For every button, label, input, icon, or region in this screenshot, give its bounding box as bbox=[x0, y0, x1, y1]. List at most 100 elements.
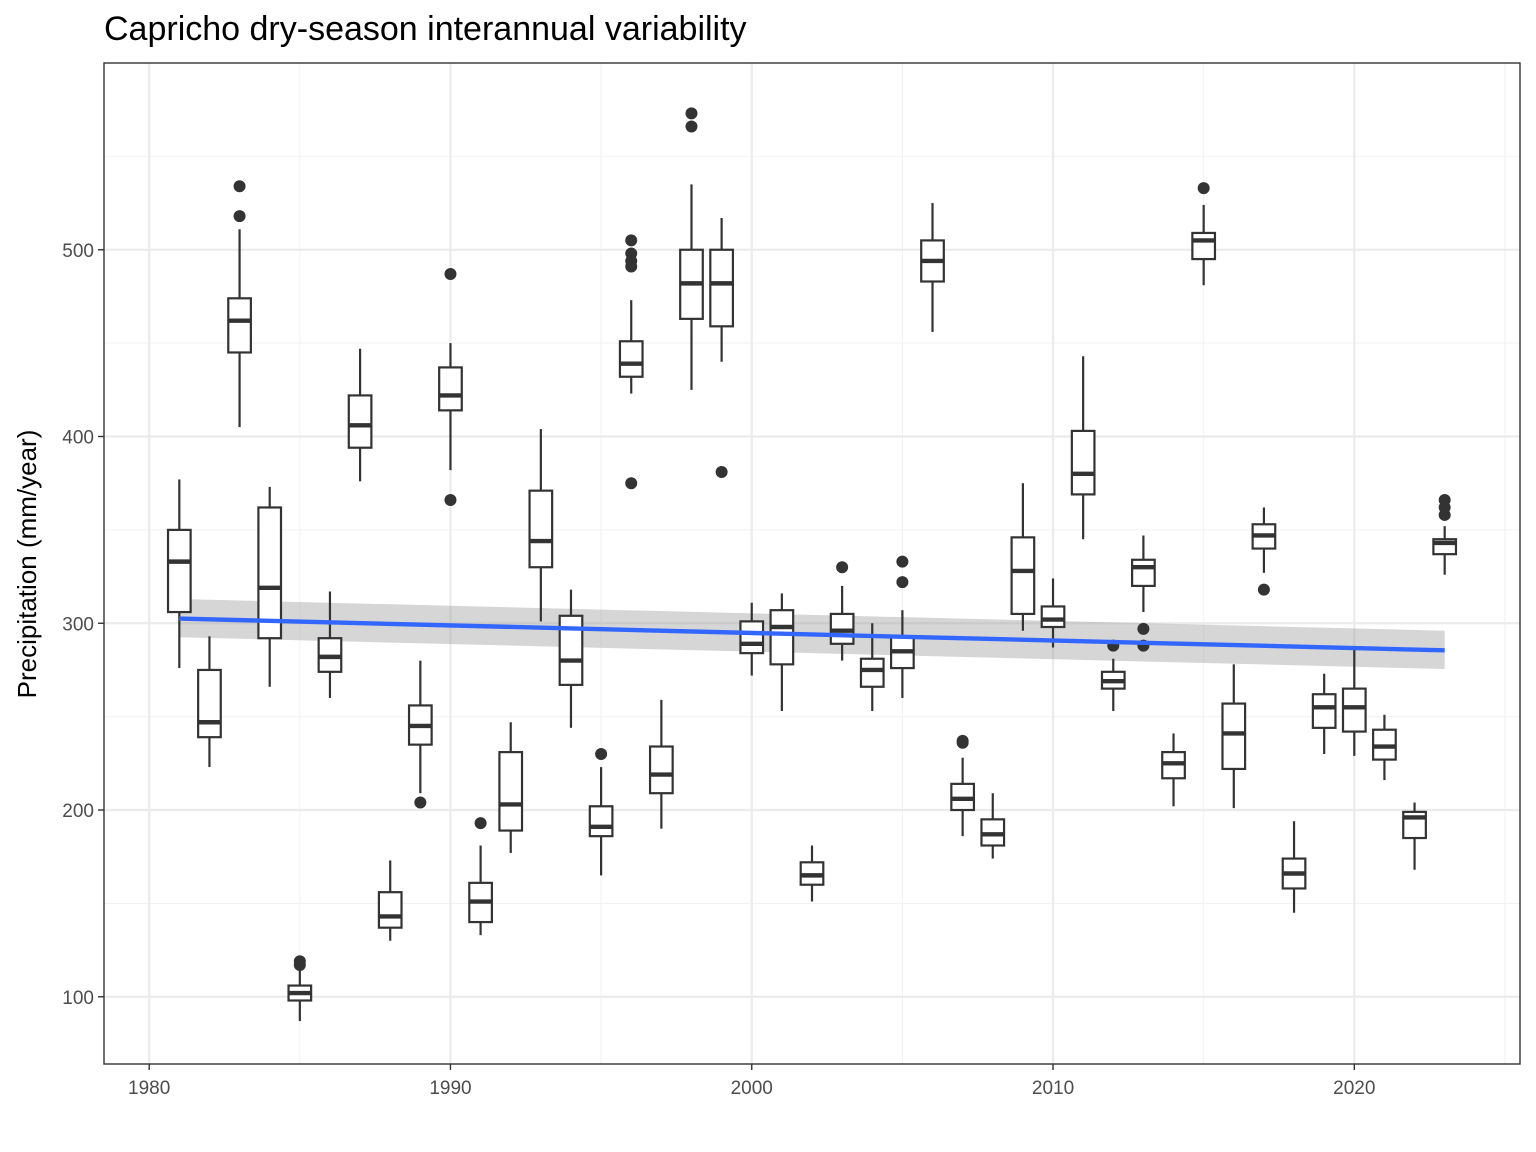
trend-line-group bbox=[179, 616, 1445, 653]
box-2023 bbox=[1432, 494, 1458, 575]
box-2006 bbox=[920, 203, 945, 332]
box-1982 bbox=[197, 636, 222, 768]
x-tick-label: 2000 bbox=[731, 1078, 773, 1099]
outlier-point bbox=[595, 747, 608, 760]
box-1994 bbox=[558, 589, 584, 728]
box-2020 bbox=[1341, 649, 1367, 756]
box-body bbox=[769, 609, 795, 666]
outlier-point bbox=[293, 955, 306, 968]
box-2007 bbox=[950, 734, 976, 837]
box-1999 bbox=[709, 218, 735, 478]
box-1985 bbox=[287, 955, 313, 1022]
box-1989 bbox=[407, 660, 433, 809]
y-axis: 100 200 300 400 500 bbox=[62, 241, 104, 1009]
box-2005 bbox=[889, 555, 915, 698]
box-1990 bbox=[438, 268, 463, 507]
outlier-point bbox=[233, 210, 246, 223]
outlier-point bbox=[233, 180, 246, 193]
y-tick-label: 100 bbox=[62, 988, 94, 1009]
outlier-point bbox=[685, 120, 698, 133]
x-tick-label: 2010 bbox=[1032, 1078, 1074, 1099]
outlier-point bbox=[956, 734, 969, 747]
box-body bbox=[648, 745, 674, 795]
outlier-point bbox=[836, 561, 849, 574]
box-1986 bbox=[317, 591, 343, 698]
box-2000 bbox=[739, 602, 765, 676]
box-body bbox=[1040, 605, 1066, 629]
outlier-point bbox=[625, 234, 638, 247]
x-axis: 1980 1990 2000 2010 2020 bbox=[128, 1064, 1375, 1099]
y-tick-label: 400 bbox=[62, 428, 94, 449]
box-body bbox=[528, 489, 554, 569]
box-body bbox=[377, 891, 403, 929]
box-body bbox=[498, 751, 524, 832]
box-body bbox=[197, 668, 222, 739]
trend-line bbox=[179, 616, 1445, 653]
x-tick-label: 1980 bbox=[128, 1078, 170, 1099]
outlier-point bbox=[444, 494, 457, 507]
box-1996 bbox=[618, 234, 644, 490]
box-1992 bbox=[498, 722, 524, 853]
box-1991 bbox=[468, 817, 493, 936]
chart-title: Capricho dry-season interannual variabil… bbox=[104, 10, 747, 48]
box-1981 bbox=[166, 479, 192, 669]
outlier-point bbox=[625, 260, 638, 273]
box-body bbox=[1311, 693, 1337, 729]
box-2016 bbox=[1221, 664, 1247, 809]
outlier-point bbox=[896, 555, 909, 568]
box-body bbox=[558, 614, 584, 686]
box-body bbox=[859, 657, 885, 688]
box-body bbox=[166, 528, 192, 614]
outlier-point bbox=[1438, 494, 1451, 507]
outlier-point bbox=[1137, 622, 1150, 635]
plot-panel bbox=[103, 62, 1521, 1065]
box-body bbox=[227, 297, 252, 354]
box-series bbox=[166, 107, 1458, 1022]
box-body bbox=[1131, 558, 1156, 588]
y-tick-label: 500 bbox=[62, 241, 94, 262]
outlier-point bbox=[625, 477, 638, 490]
box-2008 bbox=[980, 793, 1006, 859]
y-tick-label: 300 bbox=[62, 614, 94, 635]
box-1987 bbox=[347, 348, 373, 482]
box-1984 bbox=[257, 486, 283, 687]
outlier-point bbox=[1197, 182, 1210, 195]
outlier-point bbox=[444, 268, 457, 281]
box-body bbox=[588, 805, 614, 838]
box-1988 bbox=[377, 860, 403, 941]
box-body bbox=[739, 620, 765, 655]
outlier-point bbox=[685, 107, 698, 120]
panel-border bbox=[103, 62, 1521, 1065]
box-1983 bbox=[227, 180, 252, 428]
box-1993 bbox=[528, 429, 554, 622]
box-body bbox=[709, 248, 735, 328]
x-tick-label: 2020 bbox=[1333, 1078, 1375, 1099]
box-2022 bbox=[1402, 802, 1427, 870]
grid bbox=[104, 63, 1520, 1064]
box-body bbox=[618, 340, 644, 378]
box-body bbox=[438, 366, 463, 412]
box-2018 bbox=[1281, 821, 1307, 913]
box-body bbox=[1221, 702, 1247, 771]
box-body bbox=[1010, 536, 1036, 616]
outlier-point bbox=[715, 465, 728, 478]
box-2017 bbox=[1251, 507, 1277, 596]
outlier-point bbox=[414, 796, 427, 809]
box-2014 bbox=[1161, 733, 1186, 807]
box-body bbox=[1070, 429, 1096, 496]
box-2009 bbox=[1010, 483, 1036, 631]
box-1998 bbox=[679, 107, 704, 390]
box-2002 bbox=[799, 845, 825, 902]
x-tick-label: 1990 bbox=[429, 1078, 471, 1099]
box-body bbox=[1341, 687, 1367, 733]
y-axis-title: Precipitation (mm/year) bbox=[12, 430, 42, 699]
outlier-point bbox=[474, 817, 487, 830]
box-body bbox=[347, 394, 373, 449]
box-2004 bbox=[859, 623, 885, 712]
box-2021 bbox=[1372, 714, 1397, 781]
y-tick-label: 200 bbox=[62, 801, 94, 822]
box-2010 bbox=[1040, 578, 1066, 648]
box-1997 bbox=[648, 699, 674, 829]
box-2019 bbox=[1311, 673, 1337, 754]
